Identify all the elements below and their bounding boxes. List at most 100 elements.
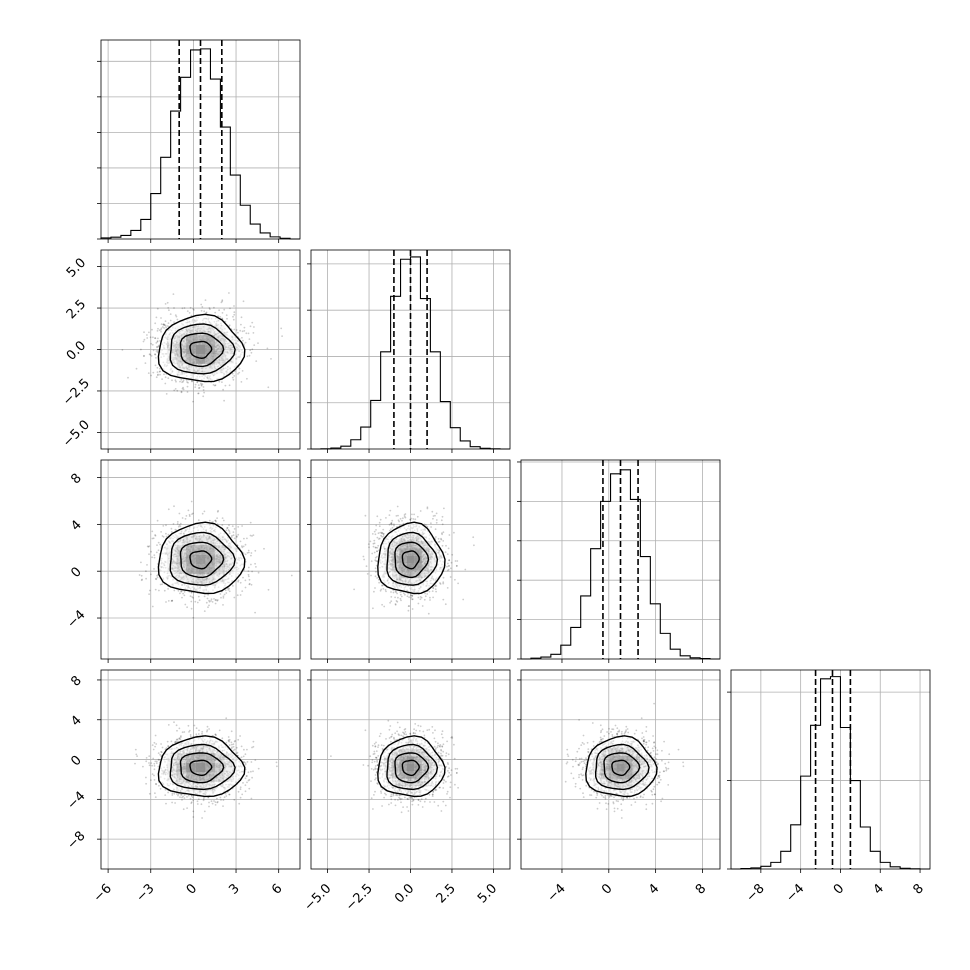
scatter-point (181, 596, 183, 599)
scatter-point (180, 378, 183, 381)
scatter-point (430, 522, 432, 525)
scatter-point (390, 522, 392, 525)
scatter-point (156, 350, 159, 352)
scatter-point (147, 372, 150, 374)
scatter-point (439, 583, 442, 585)
scatter-point (438, 540, 441, 543)
scatter-point (143, 338, 146, 341)
scatter-point (160, 531, 163, 533)
scatter-point (455, 565, 458, 567)
scatter-point (189, 306, 192, 309)
scatter-point (379, 518, 382, 521)
scatter-point (248, 354, 251, 357)
scatter-point (267, 588, 270, 591)
scatter-point (244, 586, 247, 589)
scatter-point (251, 570, 254, 573)
scatter-point (148, 589, 151, 592)
scatter-point (385, 517, 387, 519)
scatter-point (223, 308, 226, 311)
scatter-point (248, 583, 251, 586)
scatter-point (425, 524, 427, 526)
scatter-point (145, 570, 147, 573)
y-tick-label-1-3: 2.5 (64, 297, 89, 322)
contour-level-3 (189, 550, 213, 570)
scatter-point (235, 329, 238, 331)
scatter-point (215, 598, 217, 601)
scatter-point (171, 599, 174, 602)
scatter-point (247, 566, 250, 569)
scatter-point (374, 559, 377, 562)
scatter-point (163, 373, 165, 376)
scatter-point (236, 594, 239, 597)
scatter-point (381, 532, 384, 534)
scatter-point (243, 343, 245, 346)
scatter-point (374, 567, 377, 570)
scatter-point (187, 381, 189, 384)
scatter-point (196, 601, 199, 604)
scatter-point (381, 584, 383, 587)
scatter-point (202, 386, 205, 388)
scatter-point (156, 346, 158, 349)
scatter-point (390, 600, 393, 603)
scatter-point (221, 317, 224, 320)
scatter-point (376, 550, 378, 553)
scatter-point (160, 317, 162, 319)
scatter-point (224, 589, 227, 592)
scatter-point (203, 510, 206, 513)
scatter-point (378, 578, 380, 581)
scatter-point (374, 533, 377, 536)
scatter-point (240, 381, 243, 383)
scatter-point (207, 593, 210, 596)
scatter-point (233, 305, 235, 307)
scatter-point (166, 325, 169, 327)
scatter-point (378, 537, 381, 540)
scatter-point (188, 515, 191, 517)
scatter-point (203, 391, 206, 394)
scatter-point (210, 600, 212, 602)
scatter-point (219, 316, 222, 318)
scatter-point (176, 521, 179, 523)
scatter-point (142, 340, 145, 343)
scatter-point (379, 531, 382, 534)
scatter-point (143, 354, 145, 357)
scatter-point (222, 597, 225, 599)
scatter-point (162, 525, 165, 527)
scatter-point (440, 538, 443, 541)
histogram-panel-1 (307, 249, 511, 453)
scatter-point (157, 541, 160, 544)
scatter-point (372, 542, 375, 545)
scatter-point (152, 537, 155, 540)
scatter-point (249, 349, 252, 352)
scatter-point (214, 311, 217, 314)
scatter-point (374, 546, 377, 549)
scatter-point (230, 536, 233, 538)
scatter-point (375, 524, 378, 527)
scatter-point (206, 597, 209, 600)
scatter-point (143, 331, 145, 334)
scatter-point (221, 381, 223, 383)
scatter-point (399, 597, 402, 600)
panel-frame (100, 39, 301, 240)
scatter-point (167, 508, 170, 511)
scatter-point (473, 544, 475, 547)
scatter-point (151, 556, 154, 559)
scatter-point (254, 611, 256, 614)
scatter-point (419, 596, 422, 598)
scatter-point (442, 581, 445, 584)
scatter-point (173, 505, 175, 508)
scatter-point (175, 315, 178, 318)
scatter-point (231, 376, 234, 379)
scatter-point (435, 590, 437, 593)
scatter-point (180, 391, 183, 394)
scatter-point (176, 318, 179, 321)
scatter-point (169, 313, 172, 315)
scatter-point (174, 379, 177, 382)
scatter-point (214, 519, 217, 522)
scatter-point (163, 589, 166, 592)
scatter-point (187, 509, 190, 512)
scatter-point (455, 564, 458, 567)
scatter-point (150, 573, 152, 576)
scatter-point (214, 384, 217, 386)
y-tick-label-2-2: 4 (68, 518, 84, 534)
